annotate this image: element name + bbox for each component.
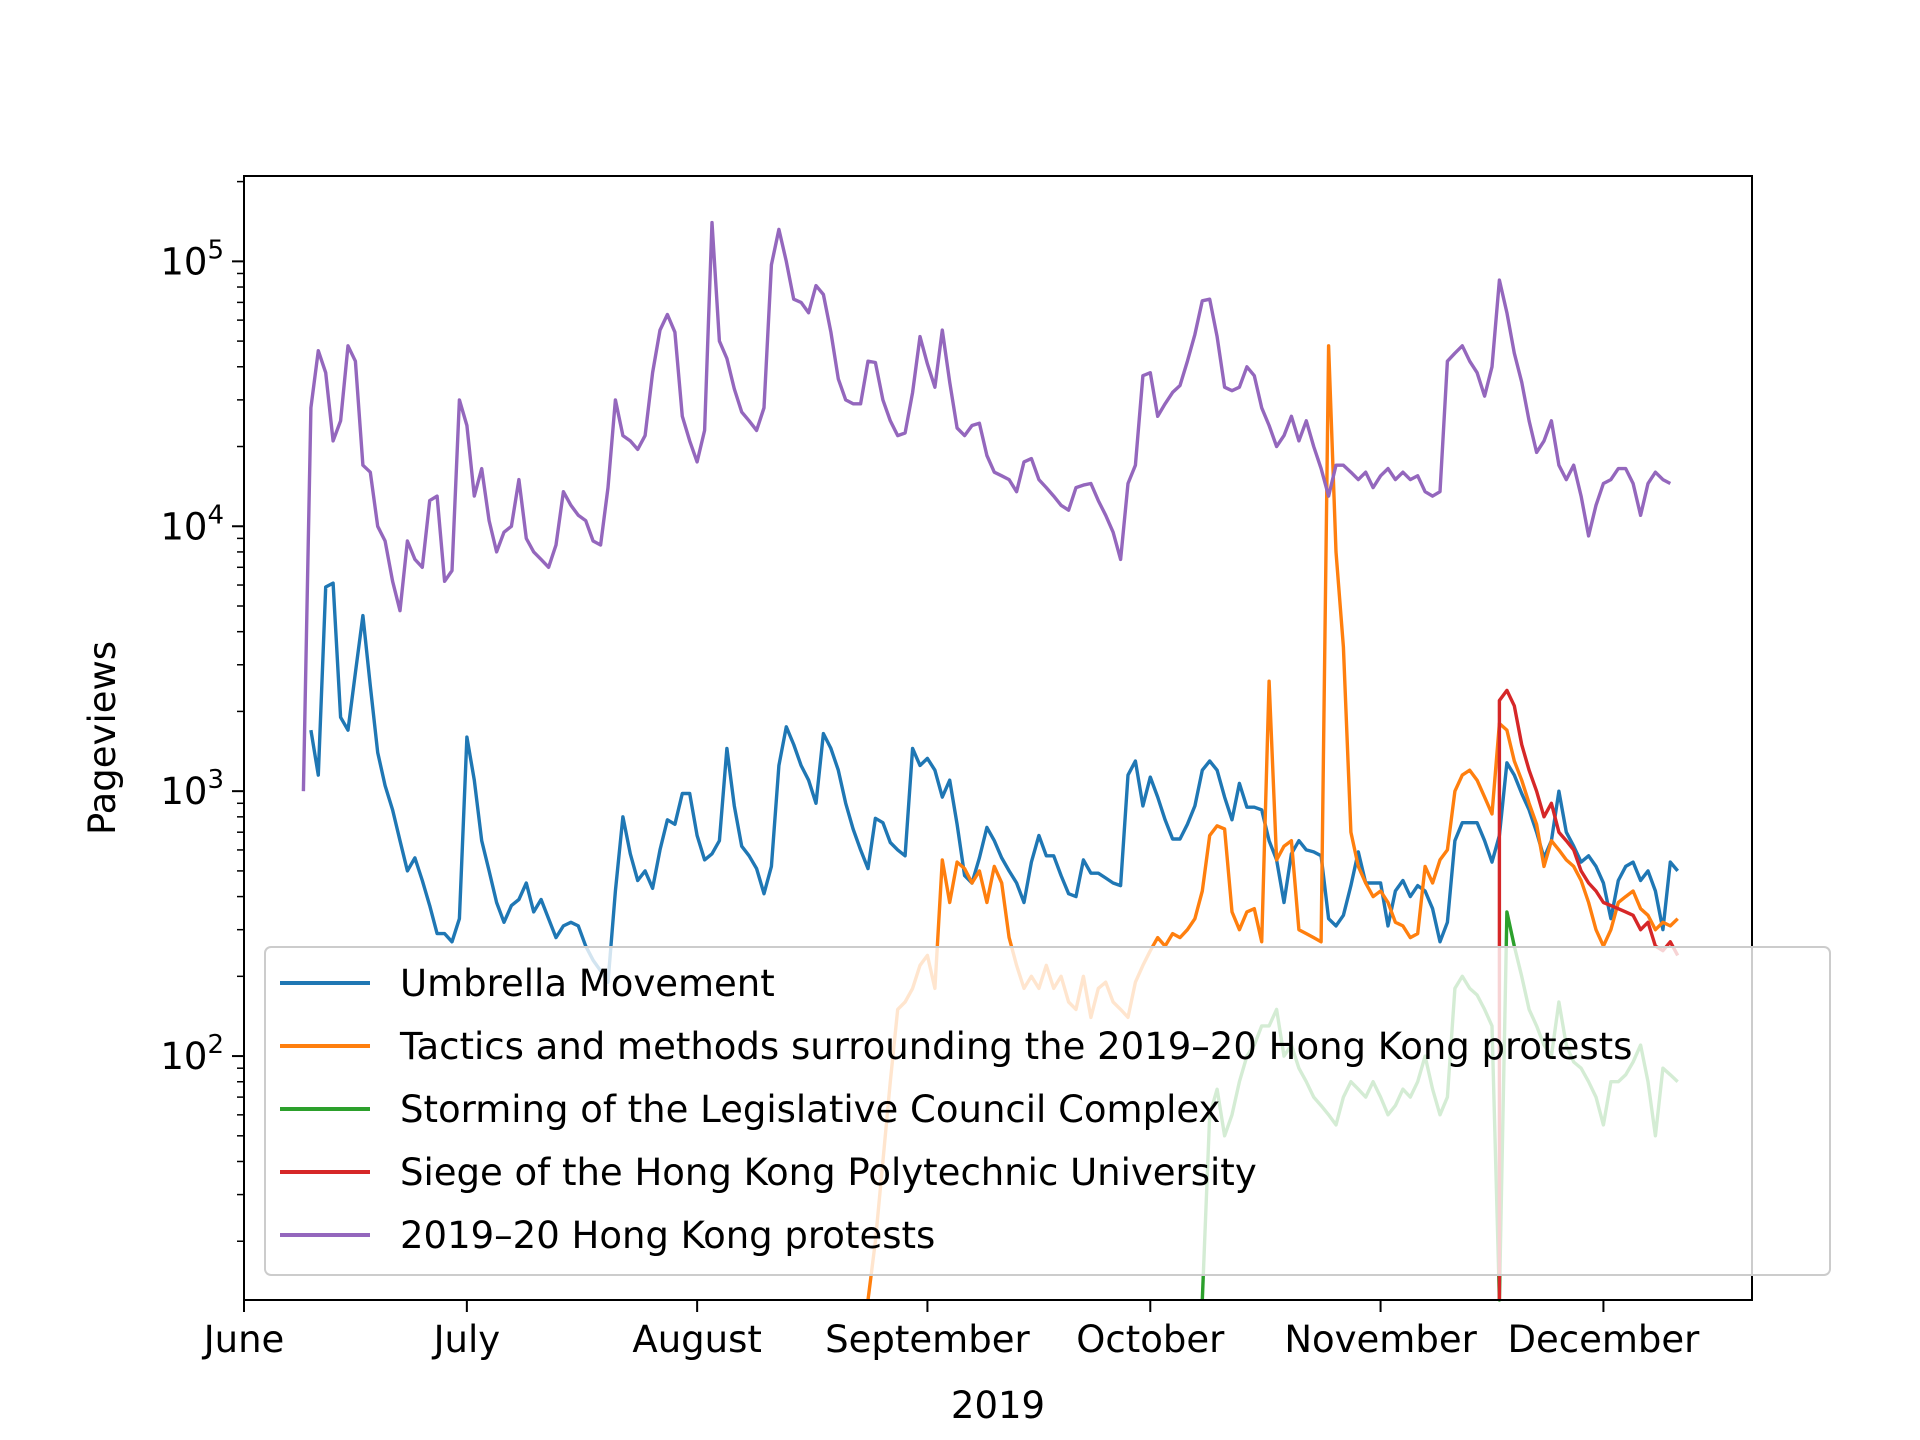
x-tick-label: December [1507, 1318, 1700, 1361]
x-tick-label: November [1284, 1318, 1477, 1361]
x-axis: June July August September October November De… [202, 1300, 1700, 1361]
y-tick-label: 105 [160, 235, 224, 283]
x-tick-label: September [825, 1318, 1030, 1361]
y-axis-label: Pageviews [81, 641, 124, 835]
legend-label: Tactics and methods surrounding the 2019… [399, 1025, 1632, 1068]
legend-label: 2019–20 Hong Kong protests [400, 1214, 935, 1257]
x-axis-label: 2019 [951, 1384, 1045, 1427]
series-line-4 [1497, 688, 1680, 1300]
legend-label: Siege of the Hong Kong Polytechnic Unive… [400, 1151, 1257, 1194]
y-tick-label: 104 [160, 500, 224, 548]
series-line-1 [309, 581, 1680, 984]
x-tick-label: July [432, 1318, 501, 1361]
series-line-5 [301, 220, 1672, 792]
series-line-2 [866, 344, 1679, 1301]
x-tick-label: August [632, 1318, 761, 1361]
x-tick-label: October [1076, 1318, 1225, 1361]
legend-label: Umbrella Movement [400, 962, 775, 1005]
legend: Umbrella Movement Tactics and methods sur… [264, 946, 1831, 1276]
legend-label: Storming of the Legislative Council Comp… [400, 1088, 1220, 1131]
y-axis: 102 103 104 105 [160, 180, 244, 1242]
x-tick-label: June [202, 1318, 285, 1361]
y-tick-label: 103 [160, 765, 224, 813]
plot-frame [243, 175, 1753, 1301]
y-tick-label: 102 [160, 1030, 224, 1078]
legend-box [264, 946, 1831, 1276]
